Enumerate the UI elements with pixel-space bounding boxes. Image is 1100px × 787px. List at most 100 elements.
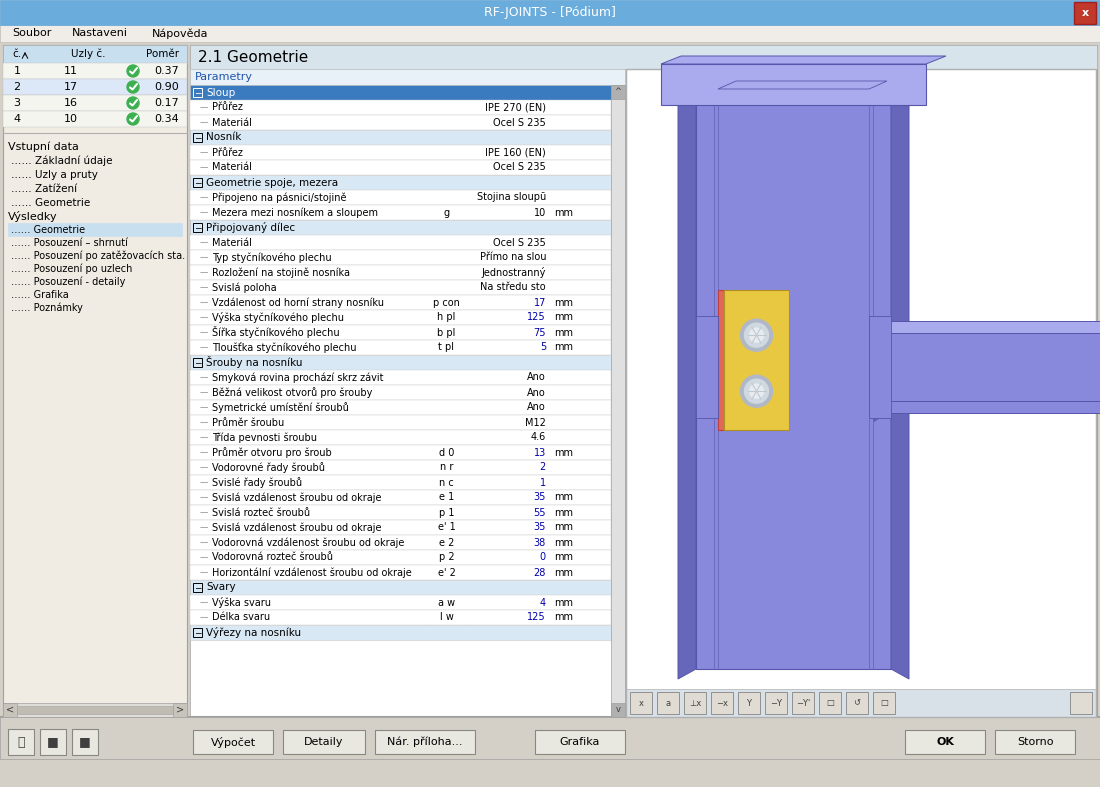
Text: Vzdálenost od horní strany nosníku: Vzdálenost od horní strany nosníku [212, 297, 384, 308]
Text: Storno: Storno [1016, 737, 1054, 747]
Text: —: — [200, 208, 208, 217]
Text: >: > [176, 705, 184, 715]
Text: Výsledky: Výsledky [8, 212, 57, 223]
Bar [190, 69, 625, 717]
Bar [283, 730, 365, 754]
Circle shape [126, 81, 139, 93]
Text: 35: 35 [534, 523, 546, 533]
Text: Svislé řady šroubů: Svislé řady šroubů [212, 477, 302, 488]
Text: 10: 10 [64, 114, 78, 124]
Text: Přímo na slou: Přímo na slou [480, 253, 546, 263]
Text: t pl: t pl [439, 342, 454, 353]
Text: mm: mm [554, 448, 573, 457]
Text: 3: 3 [13, 98, 21, 108]
Circle shape [126, 113, 139, 125]
Bar [190, 625, 610, 640]
Bar [724, 290, 789, 430]
Text: mm: mm [554, 567, 573, 578]
Text: e 2: e 2 [439, 538, 454, 548]
Text: Materiál: Materiál [212, 162, 252, 172]
Bar [684, 692, 706, 714]
Text: −: − [194, 133, 201, 142]
Text: Průměr šroubu: Průměr šroubu [212, 417, 284, 427]
Bar [696, 316, 718, 419]
Bar [190, 69, 625, 85]
Text: 4: 4 [13, 114, 21, 124]
Text: 0.90: 0.90 [154, 82, 179, 92]
Text: 75: 75 [534, 327, 546, 338]
Text: —: — [200, 193, 208, 202]
Bar [190, 445, 610, 460]
Text: Ano: Ano [527, 402, 546, 412]
Text: □: □ [826, 699, 834, 708]
Text: p con: p con [433, 297, 460, 308]
Text: Detaily: Detaily [305, 737, 343, 747]
Text: IPE 160 (EN): IPE 160 (EN) [485, 147, 546, 157]
Text: mm: mm [554, 508, 573, 518]
Bar [192, 358, 202, 367]
Text: Grafika: Grafika [560, 737, 601, 747]
Text: —: — [200, 538, 208, 547]
Text: Ocel S 235: Ocel S 235 [493, 238, 546, 247]
Bar [192, 133, 202, 142]
Polygon shape [891, 89, 909, 679]
Text: —: — [200, 283, 208, 292]
Text: 16: 16 [64, 98, 78, 108]
Text: Svary: Svary [206, 582, 235, 593]
Text: p 1: p 1 [439, 508, 454, 518]
Text: —: — [200, 238, 208, 247]
Bar [0, 25, 1100, 42]
Text: 55: 55 [534, 508, 546, 518]
Text: mm: mm [554, 538, 573, 548]
Bar [190, 325, 610, 340]
Bar [72, 729, 98, 755]
Text: 28: 28 [534, 567, 546, 578]
Bar [657, 692, 679, 714]
Bar [190, 400, 610, 415]
Bar [886, 401, 1100, 413]
Bar [535, 730, 625, 754]
Text: 1: 1 [540, 478, 546, 487]
Bar [190, 490, 610, 505]
Bar [190, 520, 610, 535]
Text: −: − [194, 223, 201, 232]
Text: OK: OK [936, 737, 954, 747]
Bar [873, 692, 895, 714]
Text: n c: n c [439, 478, 454, 487]
Text: Výška styčníkového plechu: Výška styčníkového plechu [212, 312, 344, 323]
Bar [190, 460, 610, 475]
Bar [3, 79, 187, 95]
Bar [3, 703, 187, 717]
Text: —: — [200, 553, 208, 562]
Text: —: — [200, 403, 208, 412]
Bar [869, 316, 891, 419]
Text: Rozložení na stojině nosníka: Rozložení na stojině nosníka [212, 268, 350, 278]
Text: Uzly č.: Uzly č. [70, 49, 106, 59]
Text: —: — [200, 598, 208, 607]
Text: …… Zatížení: …… Zatížení [11, 184, 77, 194]
Bar [190, 85, 610, 100]
Bar [190, 430, 610, 445]
Text: e' 2: e' 2 [438, 567, 455, 578]
Bar [886, 321, 1100, 334]
Text: Šrouby na nosníku: Šrouby na nosníku [206, 357, 302, 368]
Text: …… Grafika: …… Grafika [11, 290, 68, 300]
Text: □: □ [880, 699, 888, 708]
Text: Přůřez: Přůřez [212, 102, 243, 113]
Bar [610, 85, 625, 717]
Text: mm: mm [554, 327, 573, 338]
Text: Výška svaru: Výška svaru [212, 597, 271, 608]
Text: g: g [443, 208, 450, 217]
Text: Nápověda: Nápověda [152, 28, 209, 39]
Text: —: — [200, 328, 208, 337]
Bar [738, 692, 760, 714]
Bar [626, 69, 1096, 717]
Bar [0, 759, 1100, 787]
Bar [16, 706, 173, 714]
Text: Soubor: Soubor [12, 28, 52, 39]
Text: —: — [200, 298, 208, 307]
Bar [0, 717, 1100, 759]
Text: ⊥x: ⊥x [689, 699, 701, 708]
Bar [190, 160, 610, 175]
Text: b pl: b pl [438, 327, 455, 338]
